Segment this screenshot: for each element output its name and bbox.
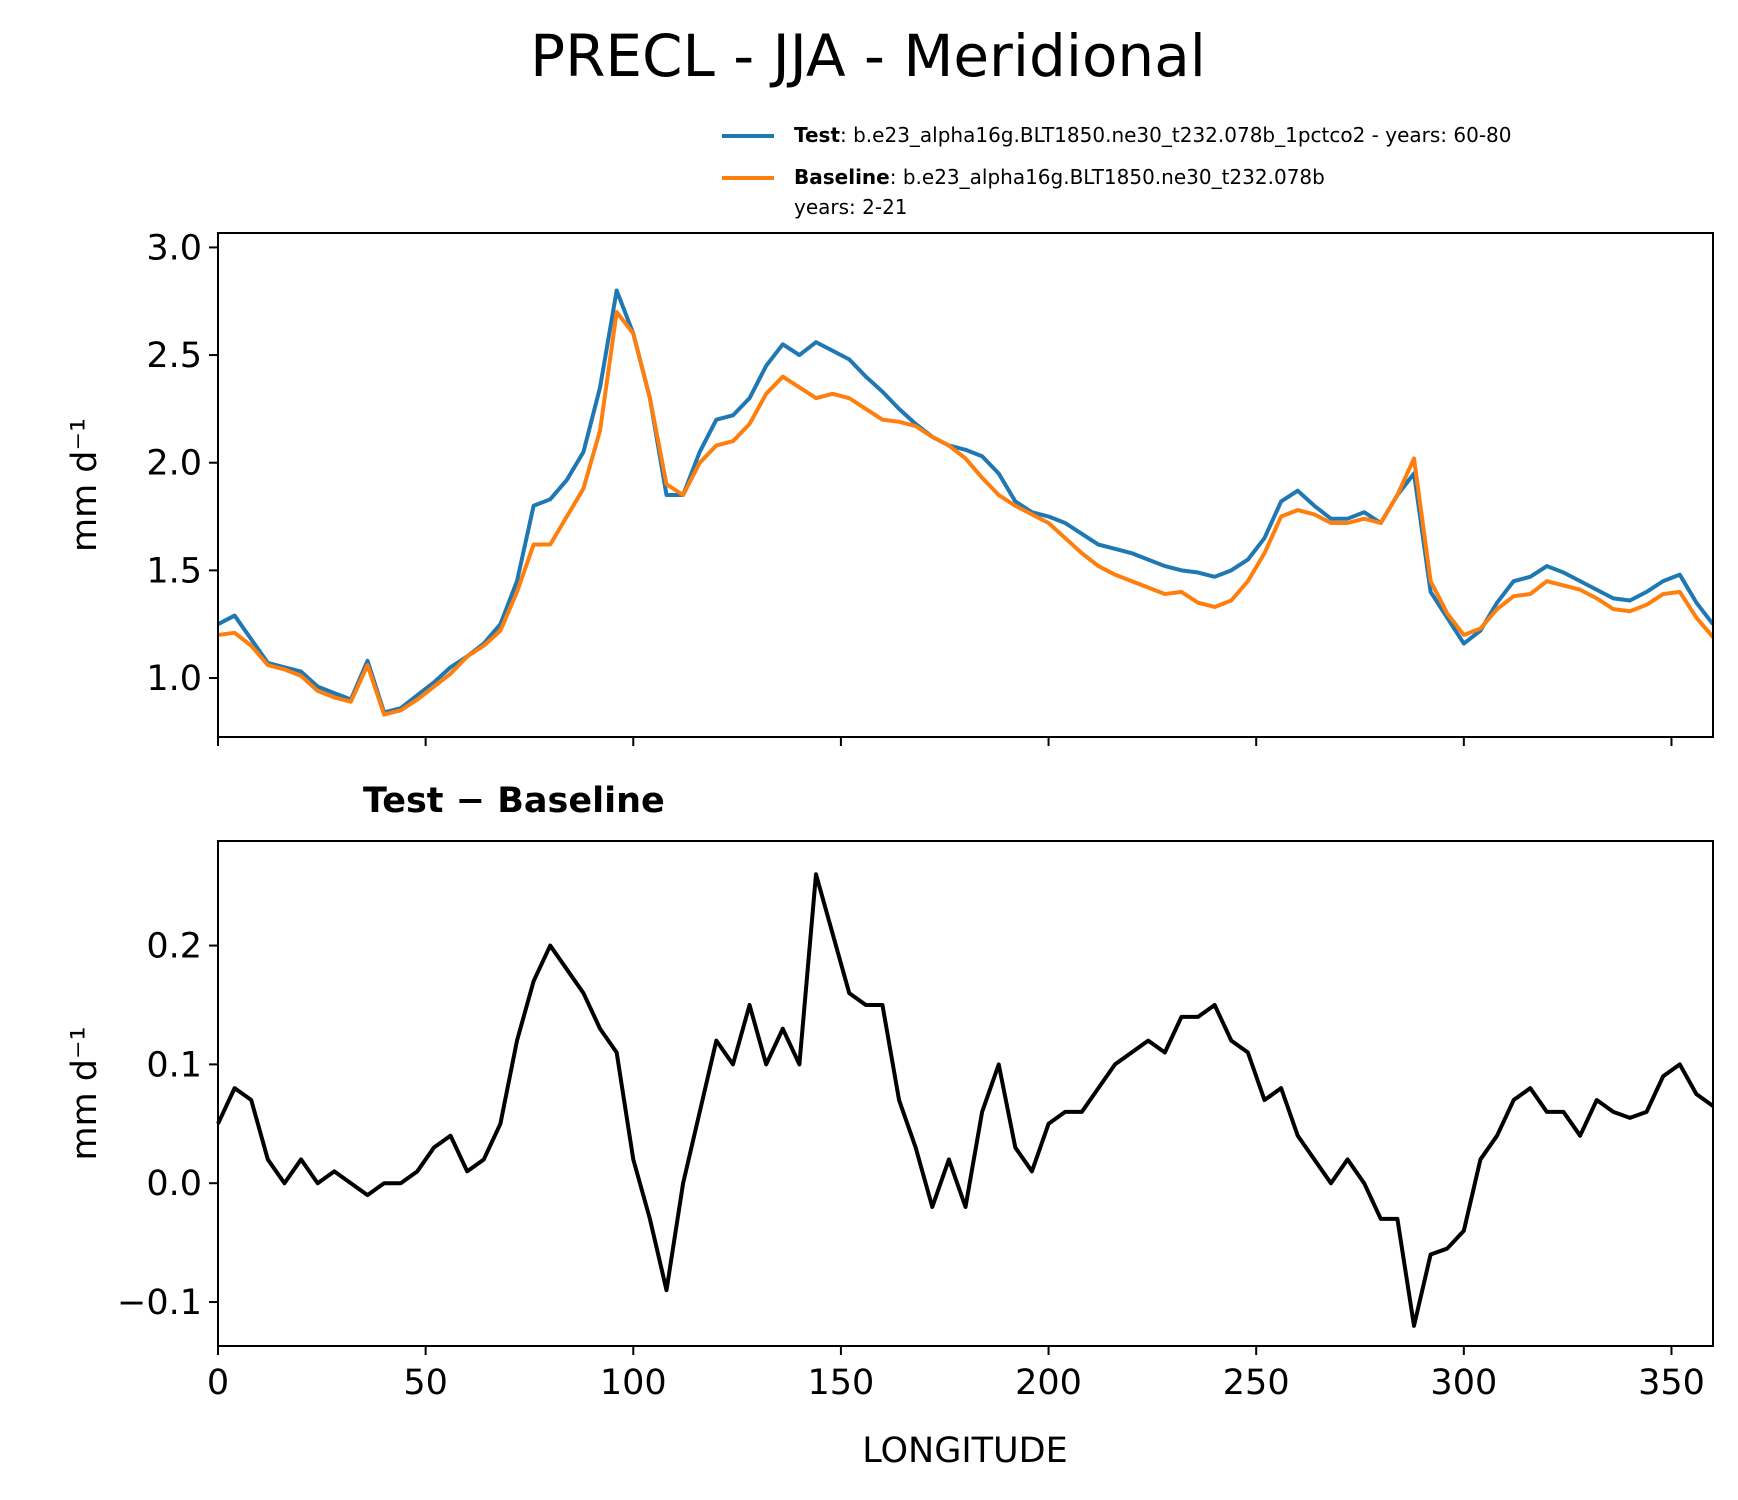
y-axis-label: mm d⁻¹ xyxy=(65,1026,105,1160)
legend-name: Baseline xyxy=(794,165,890,189)
y-tick-label: 0.0 xyxy=(146,1164,202,1204)
y-tick-label: 1.5 xyxy=(146,551,202,591)
y-axis-label: mm d⁻¹ xyxy=(65,418,105,552)
x-tick-label: 200 xyxy=(1015,1363,1082,1403)
legend-text: years: 2-21 xyxy=(794,195,908,219)
chart-title: PRECL - JJA - Meridional xyxy=(530,22,1206,90)
data-line xyxy=(217,310,1715,717)
x-axis-label: LONGITUDE xyxy=(862,1431,1068,1471)
legend-detail: : b.e23_alpha16g.BLT1850.ne30_t232.078b_… xyxy=(840,123,1512,147)
x-tick-label: 300 xyxy=(1430,1363,1497,1403)
y-tick-label: 0.1 xyxy=(146,1045,202,1085)
subplot-title: Test − Baseline xyxy=(363,781,665,821)
x-tick-label: 150 xyxy=(808,1363,875,1403)
y-tick-label: −0.1 xyxy=(117,1283,202,1323)
legend-name: Test xyxy=(794,123,840,147)
legend-text: Test: b.e23_alpha16g.BLT1850.ne30_t232.0… xyxy=(794,123,1512,147)
axes-frame xyxy=(217,232,1714,738)
legend-detail: : b.e23_alpha16g.BLT1850.ne30_t232.078b xyxy=(890,165,1325,189)
y-tick-label: 2.0 xyxy=(146,444,202,484)
data-line xyxy=(216,872,1715,1328)
x-tick-label: 100 xyxy=(600,1363,667,1403)
y-tick-label: 2.5 xyxy=(146,336,202,376)
x-tick-label: 0 xyxy=(207,1363,229,1403)
x-tick-label: 250 xyxy=(1223,1363,1290,1403)
y-tick-label: 3.0 xyxy=(146,228,202,268)
axes-frame xyxy=(217,840,1714,1347)
y-tick-label: 0.2 xyxy=(146,927,202,967)
x-tick-label: 350 xyxy=(1638,1363,1705,1403)
data-line xyxy=(217,288,1715,715)
legend-text: Baseline: b.e23_alpha16g.BLT1850.ne30_t2… xyxy=(794,165,1325,189)
y-tick-label: 1.0 xyxy=(146,659,202,699)
x-tick-label: 50 xyxy=(403,1363,448,1403)
legend-detail: years: 2-21 xyxy=(794,195,908,219)
